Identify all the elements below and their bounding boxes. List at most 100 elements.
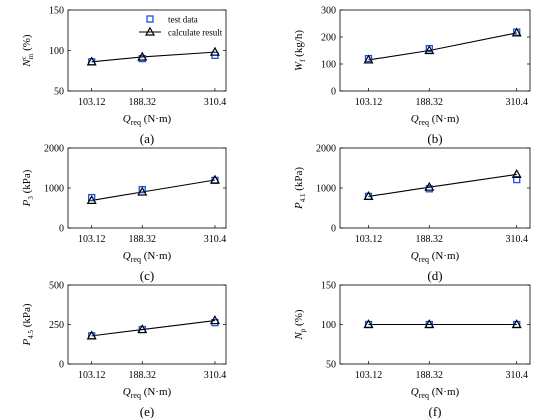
x-axis-label: Qreq (N·m) — [411, 386, 460, 400]
x-axis-label-main: Q — [123, 250, 131, 262]
x-tick-label: 310.4 — [505, 97, 528, 108]
x-axis-label: Qreq (N·m) — [123, 386, 172, 400]
panel-label: (f) — [429, 404, 442, 418]
y-axis-label-units: (%) — [21, 34, 33, 54]
y-axis-label-units: (kPa) — [293, 167, 305, 194]
x-tick-label: 310.4 — [204, 234, 227, 245]
x-axis-label-sub: req — [419, 118, 429, 127]
y-tick-label: 0 — [59, 224, 64, 235]
y-tick-label: 50 — [326, 360, 336, 371]
series-line-calculate — [92, 321, 215, 336]
series-line-calculate — [369, 174, 517, 196]
y-tick-label: 150 — [321, 281, 336, 292]
x-axis-label-main: Q — [411, 250, 419, 262]
x-tick-label: 103.12 — [355, 234, 383, 245]
chart-panel-a: 50 100 150 103.12 188.32 310.4 Qreq (N·m) Ncm (… — [20, 6, 226, 147]
x-axis-label-units: (N·m) — [429, 250, 460, 262]
panel-label: (c) — [140, 268, 154, 283]
x-axis-label-sub: req — [131, 255, 141, 264]
y-tick-label: 500 — [49, 281, 64, 292]
y-tick-label: 250 — [49, 320, 64, 331]
y-tick-label: 0 — [331, 224, 336, 235]
x-axis-label-units: (N·m) — [429, 113, 460, 125]
plot-frame — [340, 148, 530, 228]
y-tick-label: 2000 — [316, 144, 336, 155]
y-tick-label: 100 — [321, 320, 336, 331]
x-tick-label: 103.12 — [355, 97, 383, 108]
x-tick-label: 188.32 — [416, 234, 444, 245]
panel-label: (e) — [140, 404, 154, 418]
x-tick-label: 188.32 — [129, 370, 157, 381]
plot-frame — [68, 148, 226, 228]
x-axis-label-main: Q — [411, 113, 419, 125]
y-axis-label-units: (kg/h) — [293, 30, 305, 60]
x-axis-label-units: (N·m) — [141, 250, 172, 262]
y-axis-label-units: (%) — [293, 309, 305, 329]
legend-label-calculate: calculate result — [168, 28, 223, 38]
x-axis-label: Qreq (N·m) — [123, 250, 172, 264]
x-tick-label: 310.4 — [204, 370, 227, 381]
x-tick-label: 310.4 — [505, 370, 528, 381]
x-axis-label-main: Q — [123, 113, 131, 125]
x-axis-label-sub: req — [131, 391, 141, 400]
x-axis-label-sub: req — [419, 255, 429, 264]
x-tick-label: 310.4 — [505, 234, 528, 245]
y-tick-label: 1000 — [316, 184, 336, 195]
x-axis-label: Qreq (N·m) — [411, 250, 460, 264]
legend-marker-calculate — [146, 28, 154, 35]
legend-label-test: test data — [168, 15, 198, 25]
y-tick-label: 50 — [54, 87, 64, 98]
y-tick-label: 300 — [321, 6, 336, 17]
x-axis-label-main: Q — [123, 386, 131, 398]
x-tick-label: 188.32 — [416, 370, 444, 381]
y-tick-label: 100 — [321, 60, 336, 71]
chart-panel-e: 0 250 500 103.12 188.32 310.4 Qreq (N·m) P4.5 (… — [21, 281, 226, 418]
chart-panel-d: 0 1000 2000 103.12 188.32 310.4 Qreq (N·m) P4.1… — [293, 144, 530, 284]
plot-frame — [340, 10, 530, 91]
y-axis-label-units: (kPa) — [21, 169, 33, 196]
x-axis-label-units: (N·m) — [141, 113, 172, 125]
plot-frame — [68, 285, 226, 364]
panel-label: (d) — [427, 268, 442, 283]
series-line-calculate — [369, 33, 517, 60]
x-tick-label: 188.32 — [129, 97, 157, 108]
y-axis-label-units: (kPa) — [21, 303, 33, 330]
x-tick-label: 103.12 — [78, 234, 106, 245]
panel-label: (b) — [427, 131, 442, 146]
y-tick-label: 0 — [331, 87, 336, 98]
legend-marker-test — [147, 16, 153, 22]
y-tick-label: 150 — [49, 6, 64, 17]
y-axis-label: Wf (kg/h) — [293, 30, 307, 71]
y-axis-label: P3 (kPa) — [21, 169, 35, 207]
x-axis-label-sub: req — [131, 118, 141, 127]
y-axis-label: P4.5 (kPa) — [21, 303, 35, 346]
y-axis-label: Ncm (%) — [20, 34, 35, 67]
y-tick-label: 1000 — [44, 184, 64, 195]
y-tick-label: 100 — [49, 46, 64, 57]
x-axis-label-units: (N·m) — [141, 386, 172, 398]
x-tick-label: 188.32 — [416, 97, 444, 108]
chart-panel-f: 50 100 150 103.12 188.32 310.4 Qreq (N·m) Np (%… — [293, 281, 530, 418]
panel-label: (a) — [140, 131, 154, 146]
series-line-calculate — [92, 52, 215, 62]
data-point-calculate — [211, 48, 219, 55]
x-tick-label: 103.12 — [355, 370, 383, 381]
x-axis-label-units: (N·m) — [429, 386, 460, 398]
x-tick-label: 103.12 — [78, 97, 106, 108]
chart-panel-c: 0 1000 2000 103.12 188.32 310.4 Qreq (N·m) P3 (… — [21, 144, 226, 284]
y-axis-label: P4.1 (kPa) — [293, 167, 307, 210]
x-axis-label-sub: req — [419, 391, 429, 400]
x-tick-label: 103.12 — [78, 370, 106, 381]
y-tick-label: 0 — [59, 360, 64, 371]
x-axis-label-main: Q — [411, 386, 419, 398]
chart-panel-b: 0 100 200 300 103.12 188.32 310.4 Qreq (N·m) Wf … — [293, 6, 530, 147]
x-axis-label: Qreq (N·m) — [411, 113, 460, 127]
y-tick-label: 2000 — [44, 144, 64, 155]
y-axis-label: Np (%) — [293, 309, 307, 340]
x-tick-label: 188.32 — [129, 234, 157, 245]
x-tick-label: 310.4 — [204, 97, 227, 108]
y-tick-label: 200 — [321, 33, 336, 44]
series-line-calculate — [92, 180, 215, 200]
x-axis-label: Qreq (N·m) — [123, 113, 172, 127]
